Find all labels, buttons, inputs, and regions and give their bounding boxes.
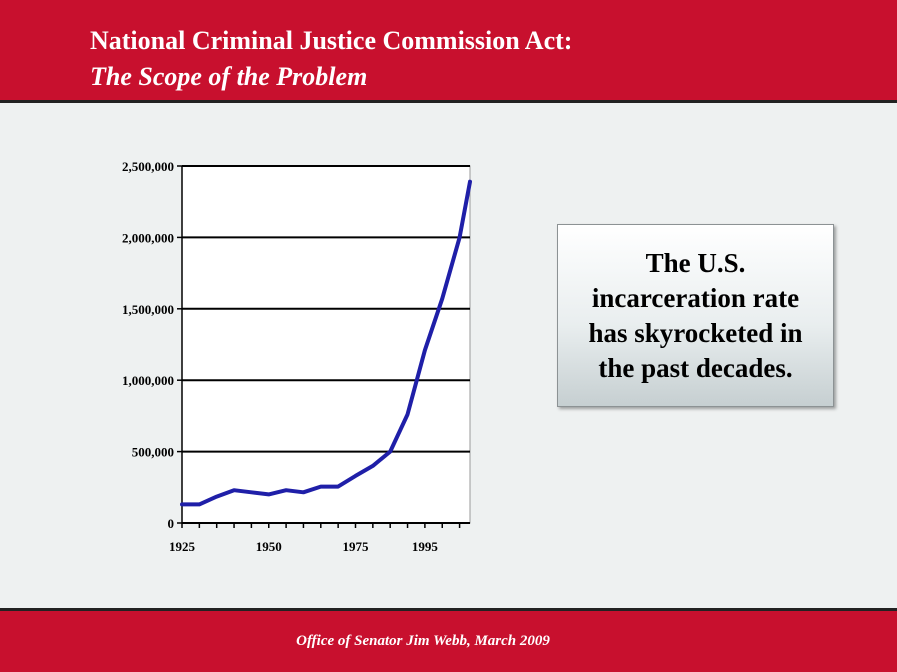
y-tick-label-1: 500,000 bbox=[132, 445, 174, 460]
slide-header: National Criminal Justice Commission Act… bbox=[0, 0, 897, 103]
chart-svg: 0 500,000 1,000,000 1,500,000 2,000,000 2,500… bbox=[122, 159, 472, 554]
y-tick-label-2: 1,000,000 bbox=[122, 373, 174, 388]
x-tick-label-3: 1995 bbox=[412, 539, 439, 554]
y-tick-label-0: 0 bbox=[168, 516, 175, 531]
plot-area bbox=[181, 165, 471, 524]
slide-title: National Criminal Justice Commission Act… bbox=[90, 26, 573, 55]
y-tick-label-4: 2,000,000 bbox=[122, 230, 174, 245]
callout-box: The U.S. incarceration rate has skyrocke… bbox=[557, 224, 834, 407]
slide-footer: Office of Senator Jim Webb, March 2009 bbox=[0, 608, 897, 672]
x-tick-label-1: 1950 bbox=[256, 539, 282, 554]
x-tick-label-0: 1925 bbox=[169, 539, 196, 554]
footer-text: Office of Senator Jim Webb, March 2009 bbox=[296, 633, 550, 649]
incarceration-chart: 0 500,000 1,000,000 1,500,000 2,000,000 2,500… bbox=[90, 150, 490, 570]
y-tick-label-3: 1,500,000 bbox=[122, 302, 174, 317]
callout-text: The U.S. incarceration rate has skyrocke… bbox=[588, 247, 803, 383]
series-line-0 bbox=[180, 179, 472, 507]
x-tick-label-2: 1975 bbox=[342, 539, 369, 554]
y-tick-label-5: 2,500,000 bbox=[122, 159, 174, 174]
slide-subtitle: The Scope of the Problem bbox=[90, 62, 368, 91]
